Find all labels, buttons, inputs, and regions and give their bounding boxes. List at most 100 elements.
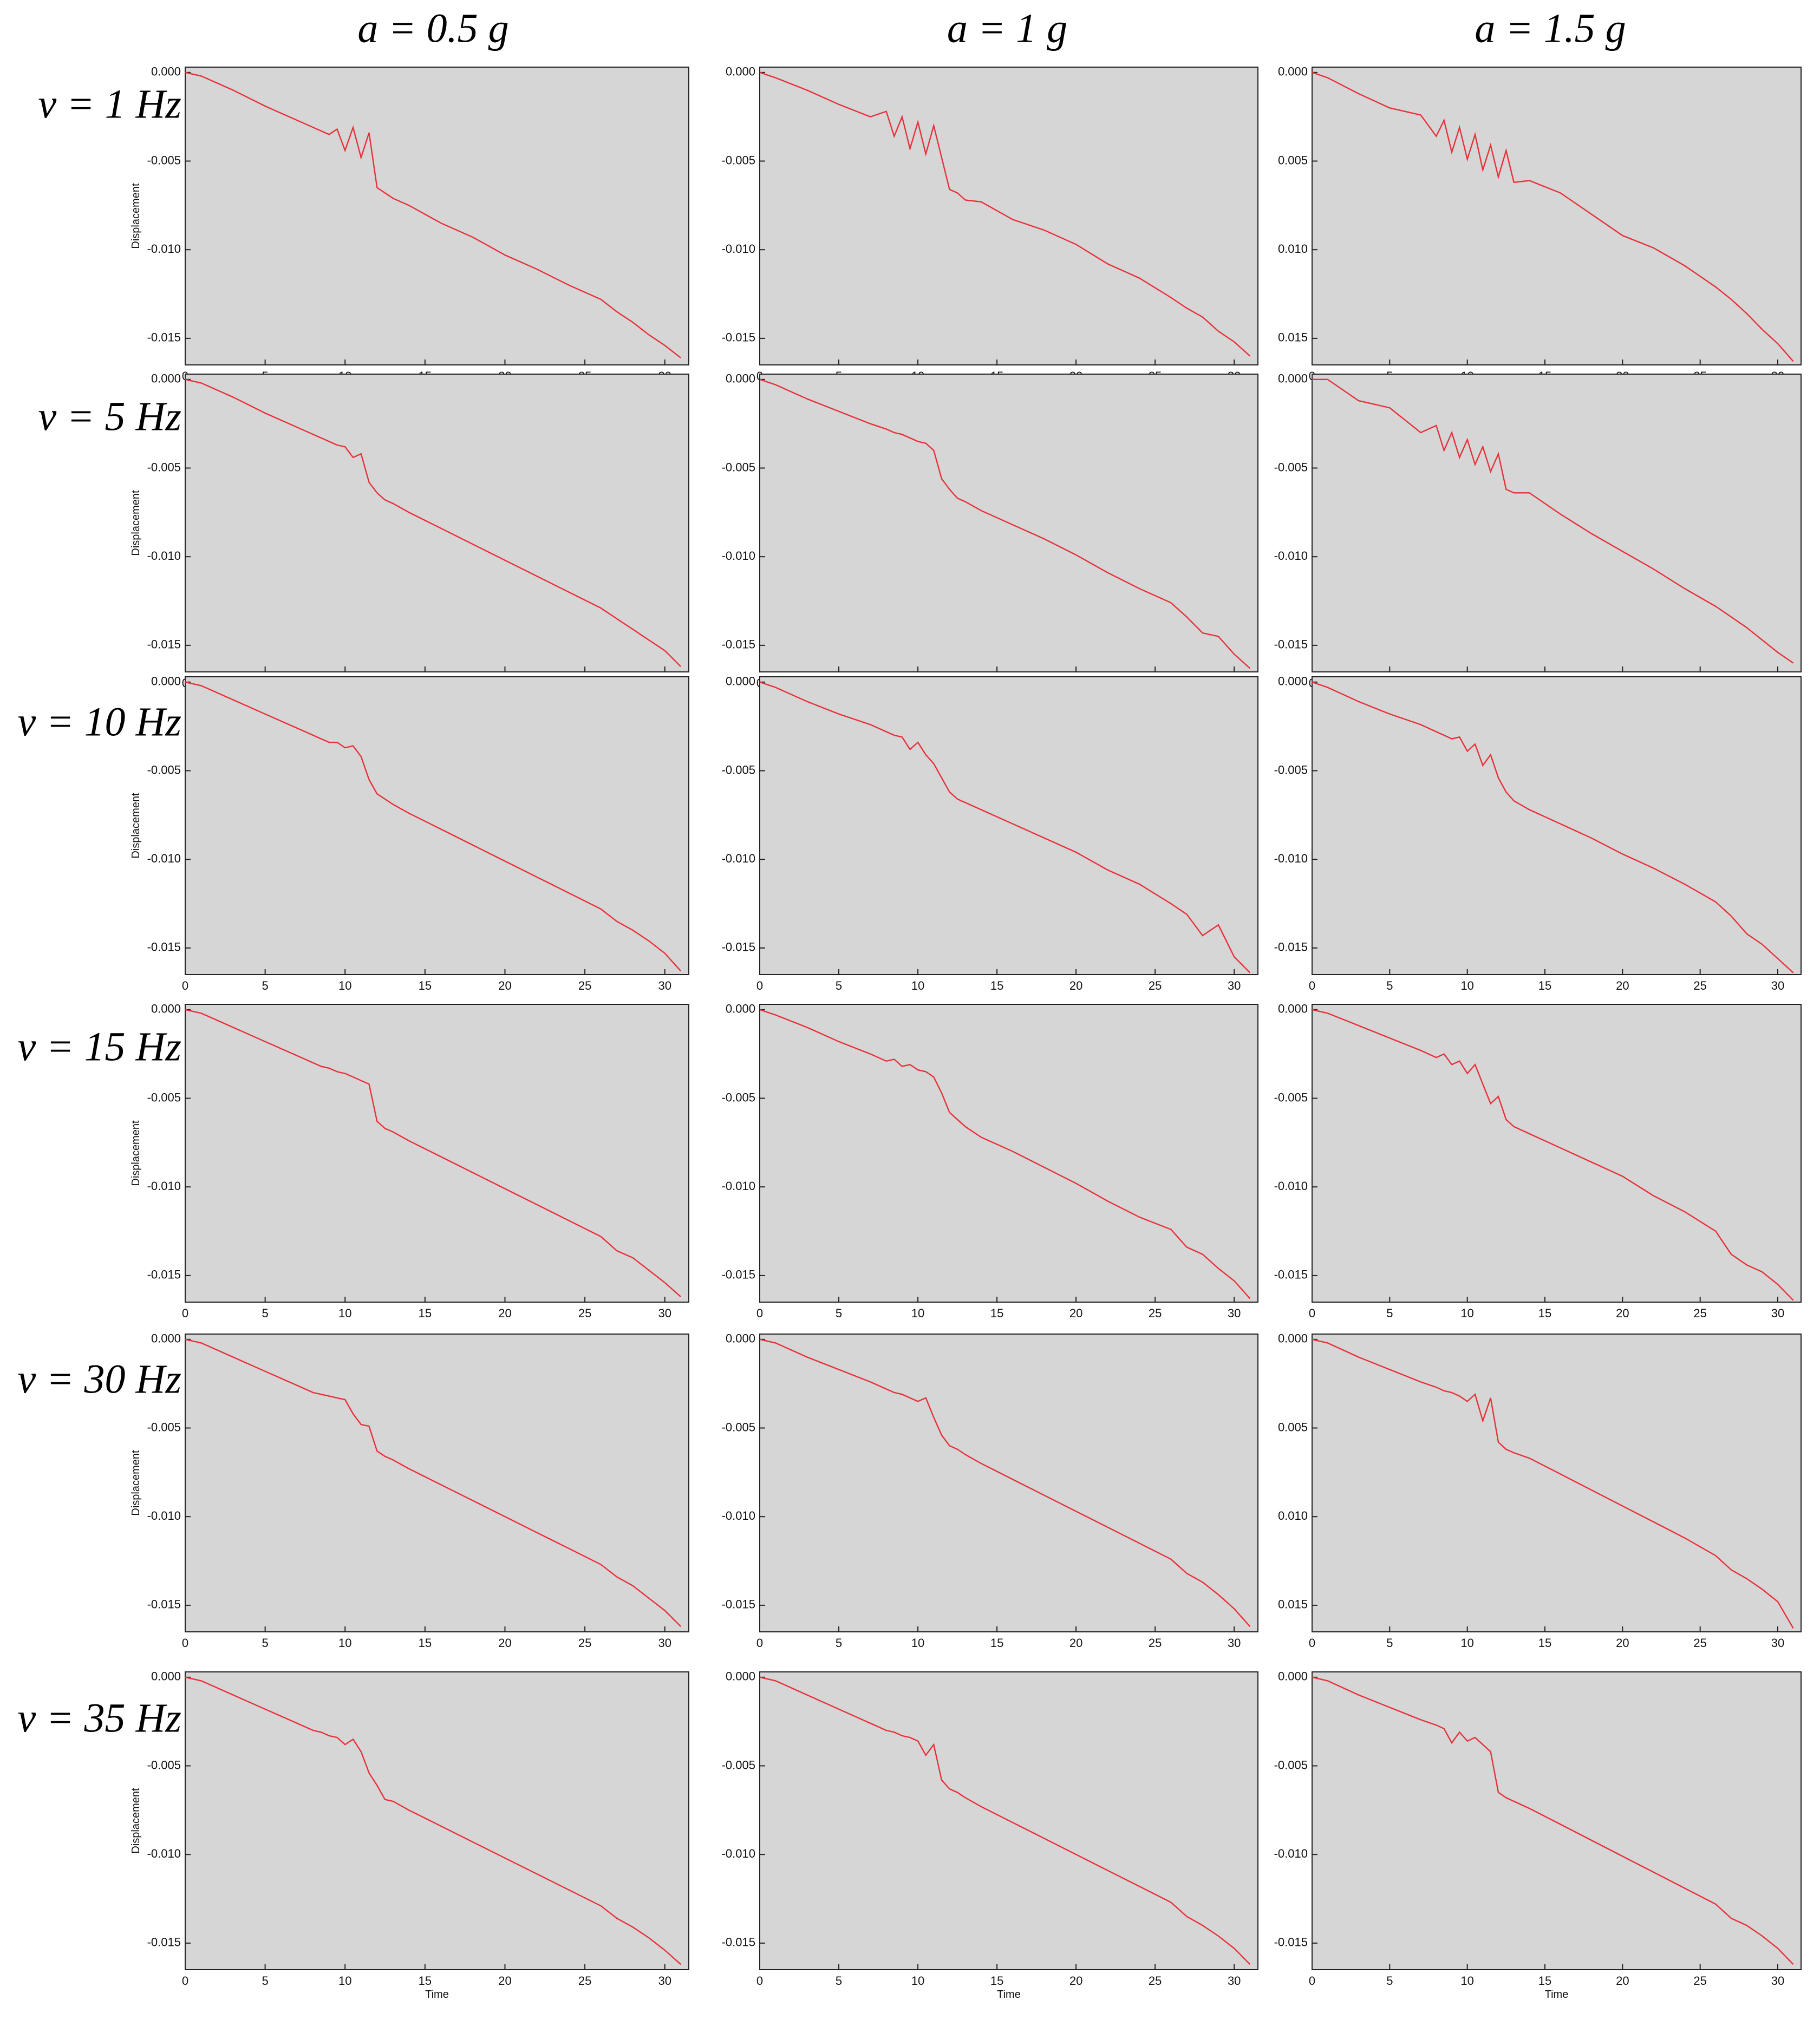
x-tick-label: 5 [836,979,842,992]
y-axis-label: Displacement [130,1120,142,1186]
data-line [759,1009,1251,1299]
plot-area [185,1004,689,1303]
x-tick-label: 25 [578,1306,591,1320]
x-tick-label: 5 [1386,1636,1393,1650]
row-label: v = 15 Hz [18,1024,181,1069]
data-line [1312,378,1794,664]
x-tick-label: 20 [498,1636,511,1650]
x-tick-label: 10 [1460,1636,1473,1650]
x-tick-label: 25 [578,1636,591,1650]
x-tick-label: 10 [911,1306,924,1320]
y-tick-label: -0.005 [147,1090,181,1104]
y-tick-label: 0.000 [151,65,181,79]
x-tick-label: 10 [1460,1974,1473,1988]
subplot: 0 5 10 15 20 25 30 0.000 0.005 0.010 0.015 [1278,1332,1802,1650]
y-tick-label: -0.015 [722,638,755,651]
x-tick-label: 5 [262,979,268,992]
y-tick-label: -0.010 [722,1179,755,1193]
data-line [1312,1338,1794,1629]
x-tick-label: 30 [1228,1974,1241,1988]
x-tick-label: 30 [1771,1974,1784,1988]
y-tick-label: 0.000 [726,1002,755,1016]
y-tick-label: 0.005 [1278,1420,1308,1434]
x-tick-label: 10 [1460,979,1473,992]
plot-area [1312,374,1802,672]
y-tick-label: -0.015 [722,1936,755,1949]
x-tick-label: 25 [1693,979,1706,992]
x-tick-label: 5 [836,1306,842,1320]
y-tick-label: 0.000 [1278,65,1308,79]
data-line [185,378,682,668]
plot-area [1312,1334,1802,1632]
x-tick-label: 5 [1386,1974,1393,1988]
x-tick-label: 20 [1616,1306,1629,1320]
column-label: a = 0.5 g [357,5,508,51]
x-tick-label: 15 [419,1306,432,1320]
y-tick-label: -0.010 [147,242,181,256]
x-tick-label: 15 [1538,1306,1551,1320]
y-tick-label: -0.015 [147,331,181,344]
y-tick-label: -0.010 [722,1847,755,1860]
y-tick-label: 0.000 [1278,1332,1308,1345]
plot-area [1312,1004,1802,1303]
subplot: 0 5 10 15 20 25 30 0.000 -0.005 -0.010 -0.015 Displ… [130,1670,689,2001]
subplot: 0 5 10 15 20 25 30 0.000 -0.005 -0.010 -0.015 [1274,1002,1802,1320]
x-axis-label: Time [425,1989,449,2001]
y-tick-label: -0.015 [1274,1936,1308,1949]
y-tick-label: -0.005 [147,460,181,474]
x-tick-label: 10 [911,1636,924,1650]
data-line [185,1338,682,1628]
row-label: v = 5 Hz [38,394,181,439]
y-tick-label: -0.015 [1274,638,1308,651]
x-tick-label: 15 [990,1974,1003,1988]
x-tick-label: 20 [1069,1636,1082,1650]
subplot: 0 5 10 15 20 25 30 0.000 -0.005 -0.010 -0.015 Displ… [130,1332,689,1650]
x-tick-label: 5 [836,1636,842,1650]
y-tick-label: 0.010 [1278,1509,1308,1522]
x-tick-label: 30 [658,1974,671,1988]
column-label: a = 1 g [947,5,1067,51]
y-tick-label: -0.005 [722,1758,755,1772]
subplot: 0 5 10 15 20 25 30 0.000 -0.005 -0.010 -0.015 Time [1274,1670,1802,2001]
y-tick-label: -0.015 [722,331,755,344]
y-tick-label: -0.015 [147,638,181,651]
y-axis-label: Displacement [130,1788,142,1854]
x-tick-label: 25 [578,1974,591,1988]
subplot: 0 5 10 15 20 25 30 0.000 -0.005 -0.010 -0.015 Displ… [130,675,689,992]
x-tick-label: 30 [658,979,671,992]
plot-area [185,374,689,672]
row-label: v = 10 Hz [18,699,181,744]
y-tick-label: -0.015 [1274,1268,1308,1282]
x-tick-label: 25 [1693,1306,1706,1320]
y-tick-label: -0.010 [1274,1847,1308,1860]
y-tick-label: -0.005 [1274,1090,1308,1104]
y-tick-label: -0.005 [722,153,755,167]
x-tick-label: 25 [1149,979,1162,992]
data-line [1312,1009,1794,1301]
y-tick-label: 0.000 [1278,372,1308,385]
x-tick-label: 15 [1538,1636,1551,1650]
x-tick-label: 0 [182,1306,188,1320]
x-tick-label: 25 [1149,1636,1162,1650]
y-tick-label: -0.005 [147,1758,181,1772]
subplot: 0 5 10 15 20 25 30 0.000 -0.005 -0.010 -0.015 [722,1332,1258,1650]
y-axis-label: Displacement [130,183,142,249]
data-line [1312,71,1794,362]
subplot: 0 5 10 15 20 25 30 0.000 -0.005 -0.010 -0.015 [1274,675,1802,992]
x-tick-label: 20 [1069,1974,1082,1988]
x-tick-label: 15 [990,979,1003,992]
x-tick-label: 15 [419,1636,432,1650]
y-tick-label: -0.005 [722,460,755,474]
y-tick-label: 0.010 [1278,242,1308,256]
x-tick-label: 5 [1386,979,1393,992]
x-tick-label: 20 [1616,1636,1629,1650]
data-line [185,1676,681,1965]
y-tick-label: 0.000 [726,372,755,385]
x-tick-label: 20 [1069,1306,1082,1320]
x-tick-label: 10 [338,1306,351,1320]
x-tick-label: 30 [1771,1306,1784,1320]
plot-area [185,676,689,975]
x-tick-label: 0 [182,1636,188,1650]
y-tick-label: -0.015 [722,940,755,954]
